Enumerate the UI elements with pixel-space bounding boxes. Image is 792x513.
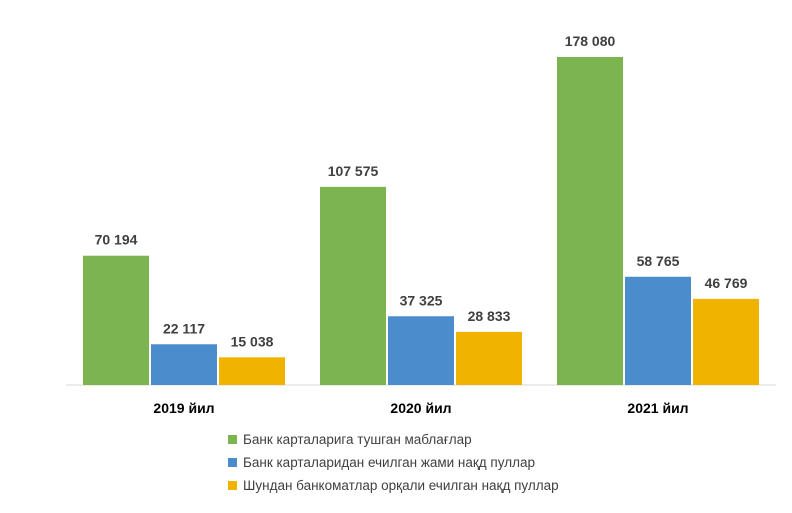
data-label: 37 325 xyxy=(400,292,443,308)
bar-cards-inflow-1 xyxy=(83,255,149,385)
legend-swatch-green xyxy=(228,435,237,444)
legend-label: Банк карталарига тушган маблағлар xyxy=(243,432,472,447)
bar-cash-withdrawn-3 xyxy=(625,276,691,385)
data-label: 15 038 xyxy=(231,333,274,349)
bar-cash-withdrawn-2 xyxy=(388,316,454,385)
x-tick-label: 2020 йил xyxy=(390,400,451,416)
legend-label: Шундан банкоматлар орқали ечилган нақд п… xyxy=(243,478,559,493)
bar-atm-withdrawn-3 xyxy=(693,298,759,385)
bar-cards-inflow-3 xyxy=(557,57,623,385)
legend-label: Банк карталаридан ечилган жами нақд пулл… xyxy=(243,455,535,470)
legend-swatch-yellow xyxy=(228,481,237,490)
bar-cash-withdrawn-1 xyxy=(151,344,217,385)
data-label: 107 575 xyxy=(328,163,379,179)
legend: Банк карталарига тушган маблағлар Банк к… xyxy=(228,428,559,497)
data-label: 58 765 xyxy=(637,253,680,269)
data-label: 70 194 xyxy=(95,232,138,248)
legend-item-cash-withdrawn: Банк карталаридан ечилган жами нақд пулл… xyxy=(228,451,559,474)
bar-cards-inflow-2 xyxy=(320,186,386,385)
legend-swatch-blue xyxy=(228,458,237,467)
bar-atm-withdrawn-2 xyxy=(456,331,522,385)
x-tick-label: 2019 йил xyxy=(153,400,214,416)
data-label: 22 117 xyxy=(163,320,205,336)
data-label: 28 833 xyxy=(468,308,511,324)
x-tick-label: 2021 йил xyxy=(627,400,688,416)
legend-item-atm-withdrawn: Шундан банкоматлар орқали ечилган нақд п… xyxy=(228,474,559,497)
data-label: 178 080 xyxy=(565,33,616,49)
legend-item-cards-inflow: Банк карталарига тушган маблағлар xyxy=(228,428,559,451)
bar-atm-withdrawn-1 xyxy=(219,357,285,385)
data-label: 46 769 xyxy=(705,275,748,291)
